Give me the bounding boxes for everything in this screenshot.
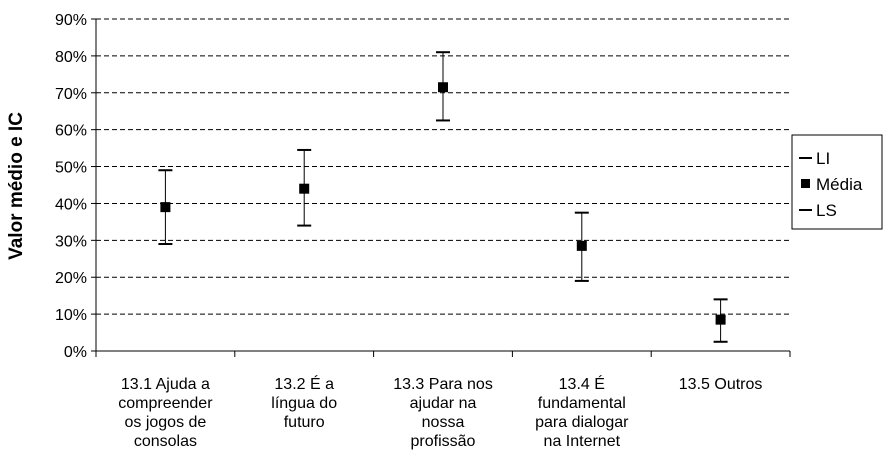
x-category-label-line: 13.4 É [559,374,605,393]
x-category-label-line: ajudar na [410,395,477,412]
gridlines [96,18,790,315]
x-category-label-line: os jogos de [124,414,206,431]
x-category-label-line: para dialogar [535,414,629,431]
x-category-label-line: na Internet [544,433,621,450]
y-tick-label: 90% [55,12,87,29]
y-tick-label: 70% [55,86,87,103]
x-category-label-line: 13.3 Para nos [393,376,493,393]
axes [91,18,791,357]
data-marks [158,51,728,343]
media-marker [576,240,587,251]
x-category-label-line: 13.5 Outros [679,376,763,393]
media-marker [160,202,171,213]
y-tick-label: 20% [55,270,87,287]
y-tick-label: 80% [55,49,87,66]
legend-label: LI [816,149,830,168]
y-tick-labels: 0% 10% 20% 30% 40% 50% 60% 70% 80% 90% [55,12,87,361]
y-tick-label: 40% [55,196,87,213]
x-category-label-line: compreender [118,395,213,412]
x-category-label: 13.1 Ajuda a compreender os jogos de consol… [118,376,213,450]
y-tick-label: 0% [64,344,87,361]
y-tick-label: 30% [55,233,87,250]
x-category-label-line: nossa [422,414,465,431]
legend: LI Média LS [791,134,883,230]
x-category-label-line: futuro [284,414,325,431]
y-axis-label: Valor médio e IC [6,112,27,260]
media-marker [715,314,726,325]
media-marker [438,82,448,93]
x-category-label-line: 13.2 É a [274,374,334,393]
x-category-label-line: profissão [411,433,476,450]
y-tick-label: 50% [55,160,87,177]
x-category-label: 13.3 Para nos ajudar na nossa profissão [393,376,493,450]
legend-label: LS [816,201,837,220]
legend-symbol-media [801,179,810,188]
x-category-label: 13.5 Outros [679,376,763,393]
x-category-label-line: língua do [271,395,337,412]
y-tick-label: 60% [55,123,87,140]
media-marker [299,183,310,194]
x-category-label-line: consolas [134,433,197,450]
legend-label: Média [816,175,863,194]
x-category-label: 13.4 É fundamental para dialogar na Interne… [535,374,629,450]
y-tick-label: 10% [55,307,87,324]
x-category-label: 13.2 É a língua do futuro [271,374,337,431]
x-category-labels: 13.1 Ajuda a compreender os jogos de consol… [118,374,762,450]
x-category-label-line: fundamental [538,395,626,412]
x-category-label-line: 13.1 Ajuda a [121,376,210,393]
